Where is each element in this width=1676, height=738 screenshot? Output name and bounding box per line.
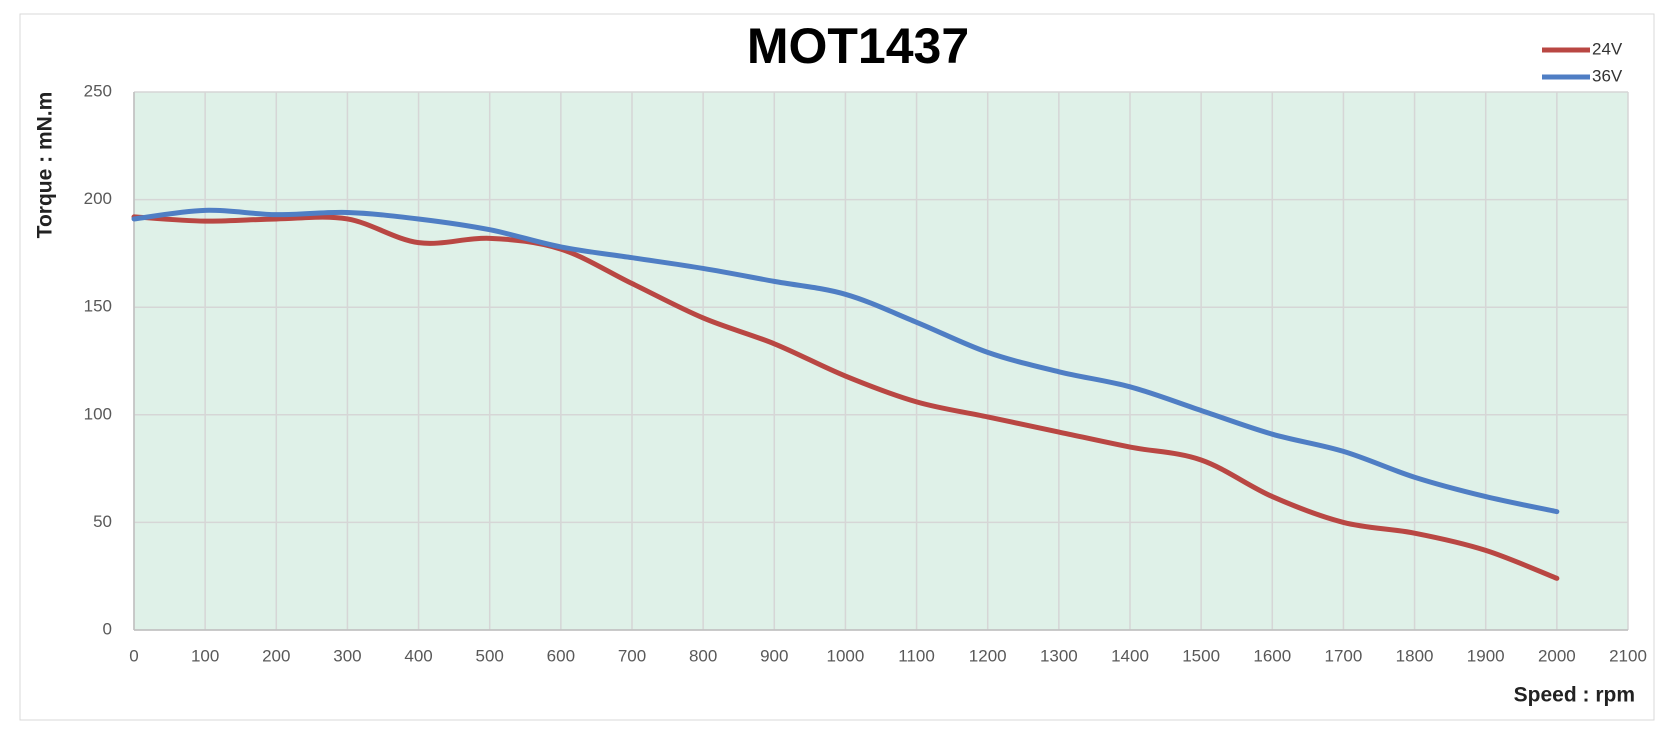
x-tick-label: 1100 xyxy=(898,646,935,665)
x-tick-label: 800 xyxy=(689,646,717,665)
x-tick-label: 500 xyxy=(476,646,504,665)
legend-label: 36V xyxy=(1592,66,1623,85)
chart-title: MOT1437 xyxy=(747,18,969,74)
plot-area xyxy=(134,92,1628,630)
x-tick-label: 1900 xyxy=(1467,646,1505,665)
x-tick-label: 2000 xyxy=(1538,646,1576,665)
x-tick-label: 400 xyxy=(404,646,432,665)
x-tick-label: 600 xyxy=(547,646,575,665)
line-series xyxy=(131,214,1560,581)
x-tick-label: 1800 xyxy=(1396,646,1434,665)
x-tick-label: 1600 xyxy=(1253,646,1291,665)
y-tick-label: 200 xyxy=(84,189,112,208)
y-tick-label: 50 xyxy=(93,512,112,531)
x-tick-label: 100 xyxy=(191,646,219,665)
y-tick-label: 100 xyxy=(84,404,112,423)
y-axis-label: Torque : mN.m xyxy=(34,92,57,239)
line-series xyxy=(131,207,1560,515)
x-tick-label: 700 xyxy=(618,646,646,665)
x-tick-label: 1300 xyxy=(1040,646,1078,665)
x-tick-label: 300 xyxy=(333,646,361,665)
y-tick-label: 0 xyxy=(103,619,112,638)
x-tick-label: 1700 xyxy=(1325,646,1363,665)
y-tick-label: 250 xyxy=(84,81,112,100)
x-tick-label: 1500 xyxy=(1182,646,1220,665)
x-axis-label: Speed : rpm xyxy=(1514,684,1635,707)
x-tick-label: 900 xyxy=(760,646,788,665)
x-tick-label: 1000 xyxy=(827,646,865,665)
y-tick-label: 150 xyxy=(84,297,112,316)
x-tick-label: 200 xyxy=(262,646,290,665)
x-tick-label: 2100 xyxy=(1609,646,1647,665)
x-tick-label: 1400 xyxy=(1111,646,1149,665)
x-tick-label: 0 xyxy=(129,646,138,665)
x-tick-label: 1200 xyxy=(969,646,1007,665)
legend-label: 24V xyxy=(1592,39,1623,58)
